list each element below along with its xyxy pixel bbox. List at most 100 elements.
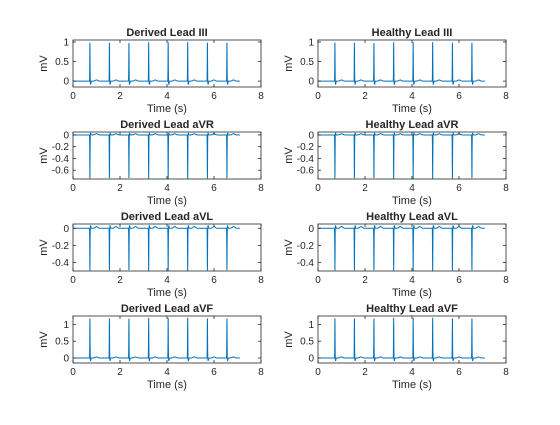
y-tick-label: 0.5	[55, 57, 69, 68]
x-tick-label: 8	[503, 183, 509, 194]
axes-box	[72, 315, 262, 364]
y-tick-label: 0.5	[300, 57, 314, 68]
x-tick-label: 6	[211, 91, 217, 102]
y-tick-label: -0.6	[52, 166, 70, 177]
y-tick-label: 0	[308, 224, 314, 235]
x-tick-label: 8	[258, 183, 264, 194]
subplot-8: 0 2 4 6 8 0 0.5 1 Healthy Lead aVF Time (s) mV	[283, 303, 509, 391]
axes-box	[317, 315, 507, 364]
x-tick-label: 6	[456, 183, 462, 194]
x-tick-label: 8	[503, 91, 509, 102]
x-tick-label: 6	[456, 367, 462, 378]
x-tick-label: 2	[117, 91, 123, 102]
x-tick-label: 0	[315, 91, 321, 102]
axes-box	[317, 131, 507, 180]
subplot-5: 0 2 4 6 8 0 -0.2 -0.4 Derived Lead aVL Time (s) mV	[38, 211, 264, 299]
y-tick-label: -0.2	[297, 241, 315, 252]
axes-box	[72, 131, 262, 180]
ecg-trace	[318, 42, 485, 86]
ecg-trace	[318, 224, 485, 271]
y-tick-label: 0	[63, 353, 69, 364]
x-tick-label: 0	[70, 91, 76, 102]
y-tick-label: 0	[63, 224, 69, 235]
x-tick-label: 0	[315, 367, 321, 378]
subplot-title: Derived Lead aVF	[121, 303, 214, 315]
x-axis-label: Time (s)	[392, 287, 432, 299]
y-tick-label: -0.6	[297, 166, 315, 177]
subplot-title: Healthy Lead aVL	[366, 211, 458, 223]
y-axis-label: mV	[283, 331, 295, 348]
x-tick-label: 4	[164, 91, 170, 102]
x-tick-label: 2	[117, 183, 123, 194]
y-axis-label: mV	[38, 55, 50, 72]
subplot-title: Derived Lead aVL	[121, 211, 214, 223]
ecg-trace	[73, 317, 240, 362]
y-tick-label: -0.4	[297, 258, 315, 269]
y-tick-label: 0.5	[300, 337, 314, 348]
x-tick-label: 2	[362, 367, 368, 378]
x-tick-label: 8	[503, 275, 509, 286]
subplot-title: Healthy Lead III	[372, 27, 453, 39]
subplot-2: 0 2 4 6 8 0 0.5 1 Healthy Lead III Time (s) mV	[283, 27, 509, 115]
x-tick-label: 6	[211, 275, 217, 286]
y-tick-label: 1	[308, 320, 314, 331]
x-tick-label: 0	[315, 183, 321, 194]
x-tick-label: 4	[409, 367, 415, 378]
x-tick-label: 2	[117, 367, 123, 378]
y-tick-label: 0	[308, 353, 314, 364]
x-tick-label: 6	[211, 183, 217, 194]
y-axis-label: mV	[283, 239, 295, 256]
y-tick-label: -0.4	[52, 154, 70, 165]
x-axis-label: Time (s)	[392, 103, 432, 115]
x-axis-label: Time (s)	[147, 379, 187, 391]
x-tick-label: 4	[164, 183, 170, 194]
y-axis-label: mV	[283, 147, 295, 164]
ecg-trace	[318, 317, 485, 362]
x-tick-label: 2	[362, 275, 368, 286]
x-tick-label: 4	[164, 275, 170, 286]
x-tick-label: 8	[503, 367, 509, 378]
x-tick-label: 2	[117, 275, 123, 286]
subplot-title: Derived Lead III	[126, 27, 207, 39]
x-tick-label: 0	[70, 275, 76, 286]
x-tick-label: 4	[409, 183, 415, 194]
axes-box	[72, 223, 262, 272]
x-tick-label: 4	[409, 91, 415, 102]
ecg-trace	[318, 132, 485, 179]
subplot-title: Healthy Lead aVF	[366, 303, 458, 315]
y-tick-label: 1	[63, 37, 69, 48]
y-tick-label: 0.5	[55, 337, 69, 348]
x-axis-label: Time (s)	[392, 195, 432, 207]
y-axis-label: mV	[38, 331, 50, 348]
x-tick-label: 6	[211, 367, 217, 378]
y-axis-label: mV	[38, 147, 50, 164]
ecg-trace	[73, 224, 240, 271]
subplot-7: 0 2 4 6 8 0 0.5 1 Derived Lead aVF Time (s) mV	[38, 303, 264, 391]
x-tick-label: 8	[258, 367, 264, 378]
x-axis-label: Time (s)	[147, 103, 187, 115]
y-axis-label: mV	[38, 239, 50, 256]
x-tick-label: 0	[315, 275, 321, 286]
x-tick-label: 6	[456, 91, 462, 102]
x-axis-label: Time (s)	[392, 379, 432, 391]
x-tick-label: 0	[70, 367, 76, 378]
x-tick-label: 4	[409, 275, 415, 286]
y-tick-label: 0	[63, 130, 69, 141]
ecg-trace	[73, 42, 240, 86]
subplot-6: 0 2 4 6 8 0 -0.2 -0.4 Healthy Lead aVL Time (s) mV	[283, 211, 509, 299]
x-tick-label: 6	[456, 275, 462, 286]
y-tick-label: -0.2	[297, 142, 315, 153]
x-tick-label: 4	[164, 367, 170, 378]
subplot-title: Healthy Lead aVR	[366, 119, 459, 131]
y-tick-label: -0.4	[297, 154, 315, 165]
x-tick-label: 8	[258, 275, 264, 286]
axes-box	[317, 223, 507, 272]
y-tick-label: -0.4	[52, 258, 70, 269]
x-axis-label: Time (s)	[147, 287, 187, 299]
y-tick-label: 0	[308, 130, 314, 141]
x-tick-label: 2	[362, 183, 368, 194]
y-tick-label: 0	[308, 77, 314, 88]
